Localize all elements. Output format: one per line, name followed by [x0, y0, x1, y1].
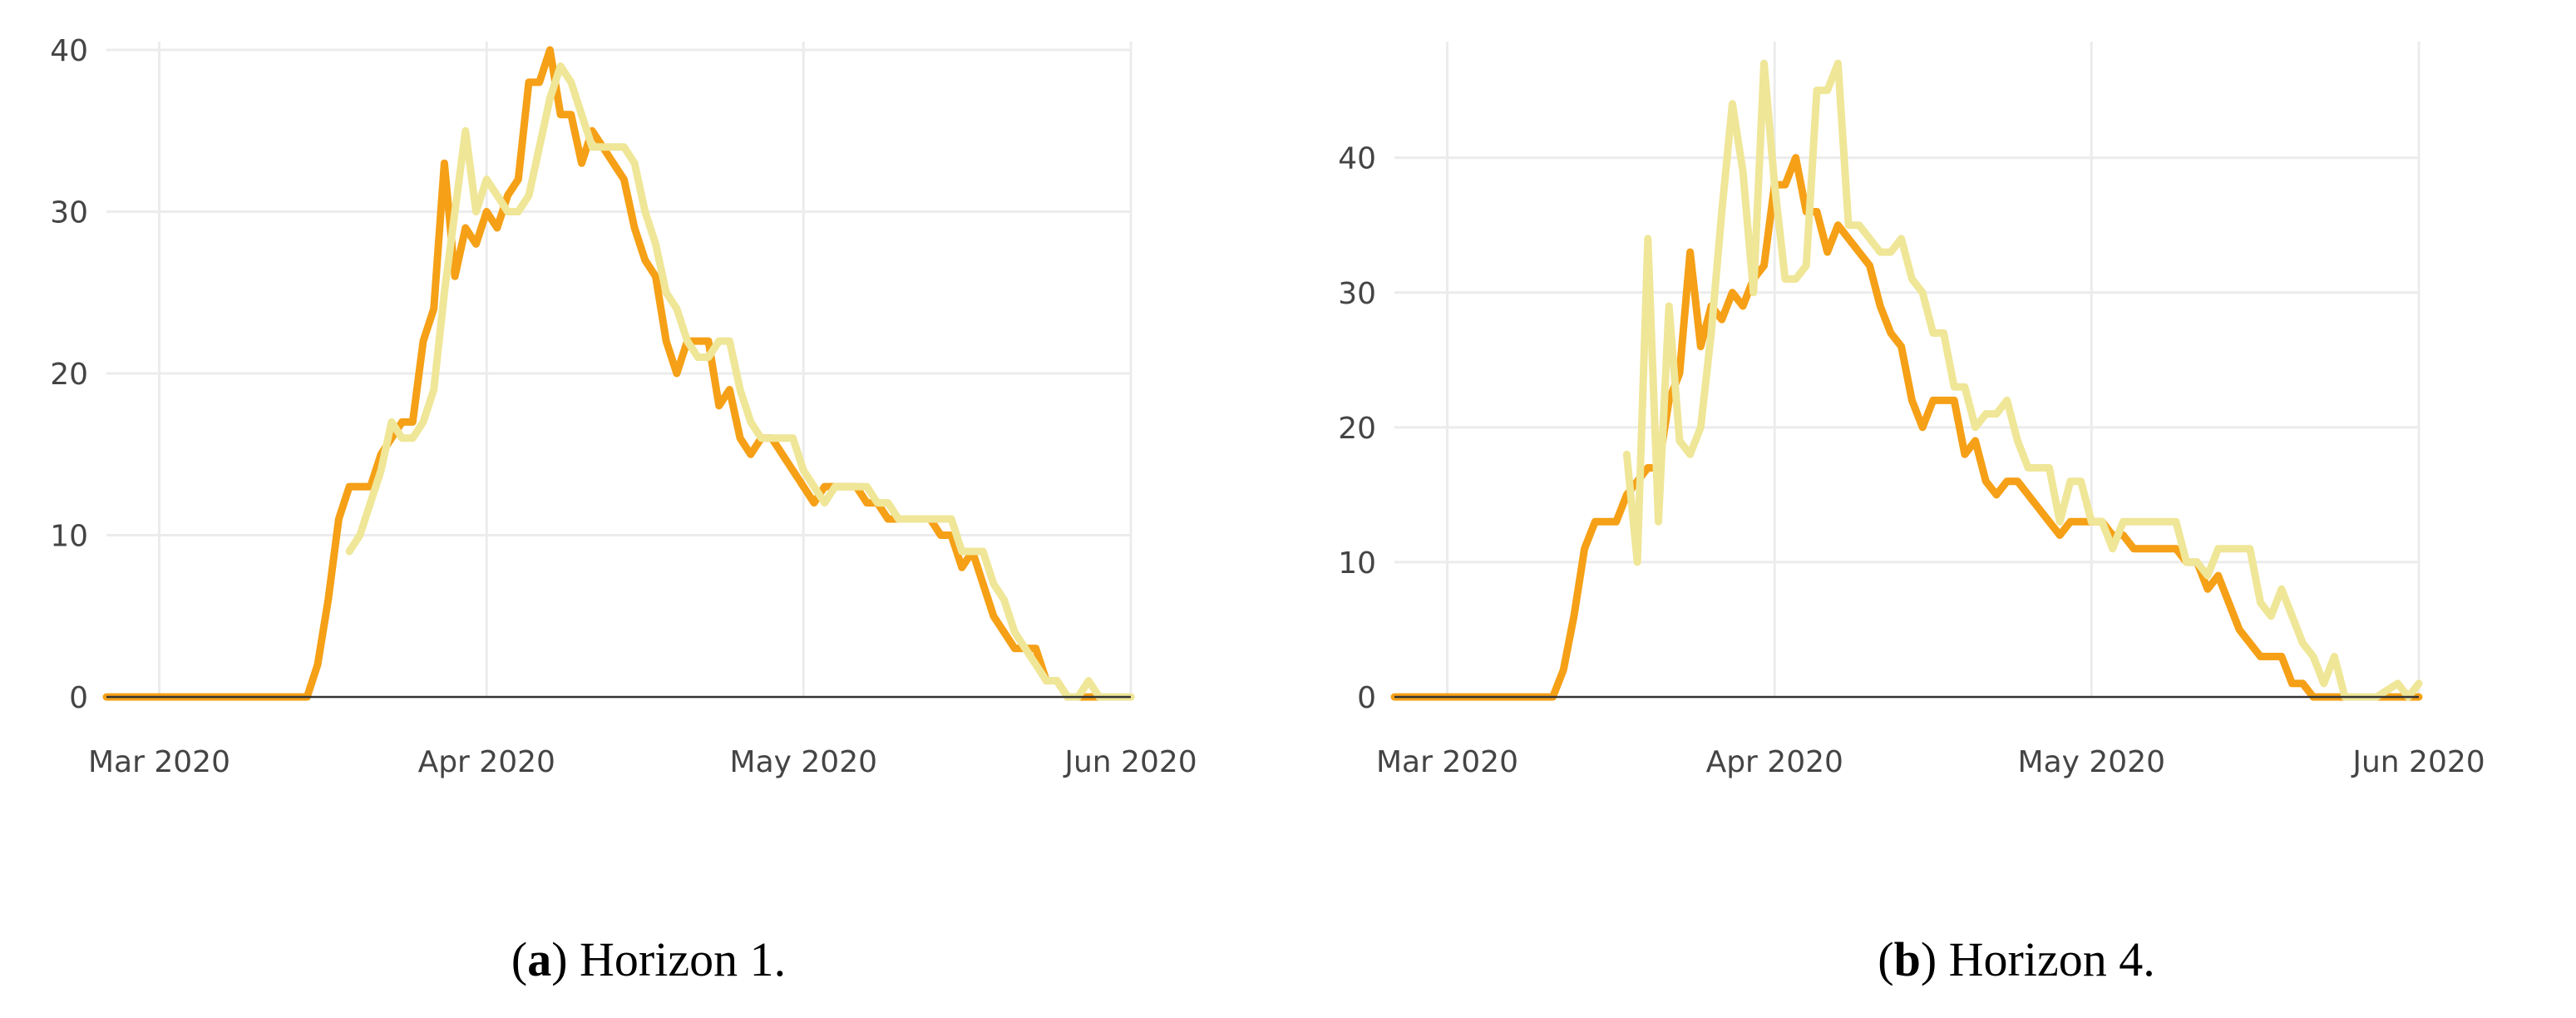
caption-b-label: b [1893, 932, 1921, 986]
x-tick-label: Apr 2020 [1706, 745, 1843, 779]
caption-a-text: Horizon 1. [580, 932, 787, 986]
x-tick-label: Mar 2020 [88, 745, 230, 779]
chart-horizon-4: Mar 2020 Apr 2020 May 2020 Jun 2020 0 10 20 30 4… [1338, 42, 2485, 779]
y-tick-label: 20 [50, 358, 88, 392]
y-tick-label: 10 [50, 520, 88, 554]
y-tick-label: 0 [69, 681, 88, 715]
caption-a-label: a [527, 932, 552, 986]
caption-b-text: Horizon 4. [1948, 932, 2155, 986]
y-tick-label: 20 [1338, 412, 1376, 446]
y-tick-label: 30 [50, 196, 88, 230]
y-tick-label: 30 [1338, 277, 1376, 311]
y-tick-label: 10 [1338, 546, 1376, 581]
series-line-light [1622, 59, 2423, 701]
y-tick-label: 0 [1357, 681, 1376, 715]
x-tick-label: Mar 2020 [1376, 745, 1518, 779]
x-tick-label: Apr 2020 [418, 745, 555, 779]
caption-a: (a) Horizon 1. [511, 932, 787, 986]
x-tick-label: May 2020 [730, 745, 878, 779]
series-line-light [345, 62, 1135, 701]
y-tick-label: 40 [1338, 142, 1376, 176]
caption-b: (b) Horizon 4. [1878, 932, 2155, 986]
chart-horizon-1: Mar 2020 Apr 2020 May 2020 Jun 2020 0 10 20 30 4… [50, 34, 1197, 779]
series-line-dark [102, 46, 1135, 701]
x-tick-label: Jun 2020 [1063, 745, 1197, 779]
x-tick-label: May 2020 [2018, 745, 2166, 779]
x-tick-label: Jun 2020 [2351, 745, 2485, 779]
y-tick-label: 40 [50, 34, 88, 68]
